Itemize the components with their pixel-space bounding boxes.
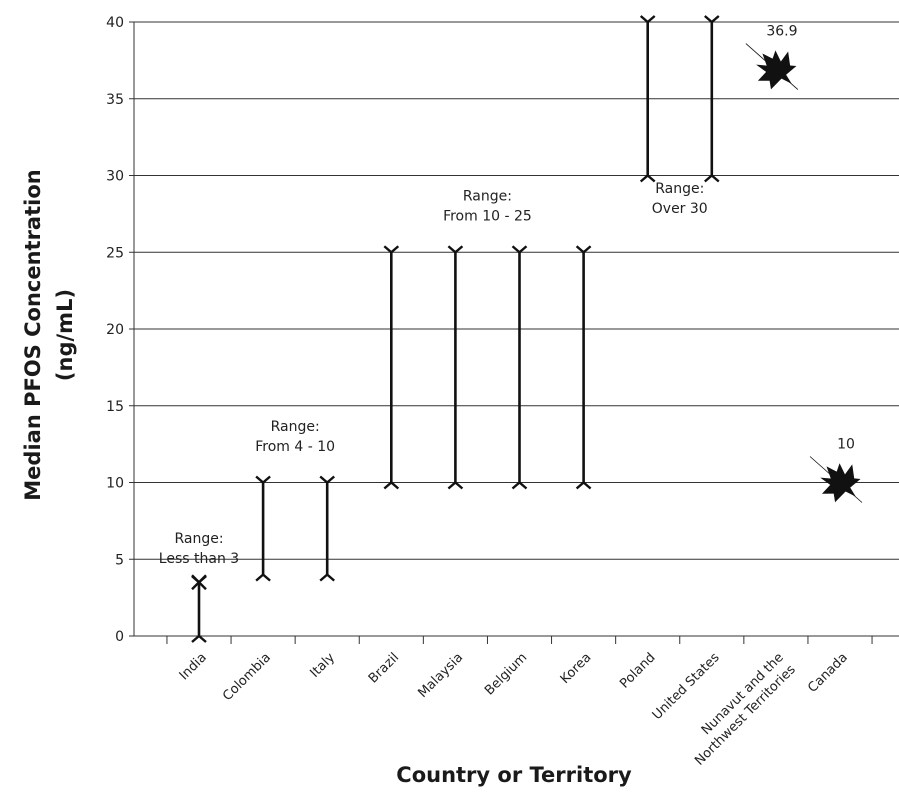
annotation-line: Over 30: [652, 201, 708, 217]
y-tick-label: 40: [106, 15, 124, 31]
india-cross-marker: [191, 574, 207, 591]
x-tick-label: India: [177, 650, 210, 683]
maple-leaf-marker: 36.9: [745, 24, 799, 90]
y-tick-label: 25: [106, 245, 124, 261]
y-tick-label: 5: [115, 552, 124, 568]
range-cap-high: [383, 245, 400, 254]
x-tick-label: United States: [650, 650, 723, 723]
range-bar: [511, 245, 528, 490]
axes: [129, 21, 899, 644]
range-bar: [447, 245, 464, 490]
x-tick-label: Belgium: [482, 650, 530, 698]
x-tick-label-group: Colombia: [220, 650, 274, 704]
annotation-line: Range:: [271, 419, 320, 435]
maple-leaf-icon: [756, 50, 797, 90]
y-tick-label: 30: [106, 169, 124, 185]
range-cap-low: [319, 573, 335, 582]
x-axis-title: Country or Territory: [396, 763, 632, 787]
range-cap-high: [704, 15, 720, 24]
y-tick-label: 15: [106, 399, 124, 415]
range-bar: [639, 15, 656, 183]
range-annotation: Range: From 10 - 25: [443, 189, 532, 225]
range-bar: [575, 245, 592, 490]
range-cap-low: [511, 480, 528, 490]
point-label: 36.9: [766, 24, 797, 40]
x-tick-label-group: Italy: [307, 650, 338, 681]
y-tick-label: 10: [106, 476, 124, 492]
range-bar: [255, 475, 271, 582]
range-bar: [383, 245, 400, 490]
range-cap-high: [447, 245, 464, 254]
x-tick-label: Northwest Territories: [692, 662, 799, 769]
range-cap-low: [639, 173, 656, 183]
x-tick-label-group: Poland: [617, 650, 658, 691]
x-tick-label: Italy: [307, 650, 338, 681]
range-cap-low: [575, 480, 592, 490]
point-label: 10: [837, 437, 855, 453]
range-cap-low: [255, 573, 271, 582]
x-tick-label-group: Canada: [805, 650, 851, 696]
range-cap-high: [511, 245, 528, 254]
annotation-line: Range:: [174, 531, 223, 547]
y-tick-label: 20: [106, 322, 124, 338]
x-tick-label-group: Brazil: [366, 650, 402, 686]
maple-leaf-icon: [820, 463, 861, 503]
maple-leaf-marker: 10: [809, 437, 863, 503]
x-tick-label: Poland: [617, 650, 658, 691]
x-tick-label: Colombia: [220, 650, 274, 704]
y-axis-title-line-1: Median PFOS Concentration: [21, 169, 45, 500]
annotation-line: From 4 - 10: [255, 439, 335, 455]
range-cap-low: [383, 480, 400, 490]
range-bar: [319, 475, 335, 582]
x-tick-labels: India Colombia Italy Brazil Malaysia Belgium K…: [177, 650, 851, 769]
range-bars: [191, 15, 720, 643]
annotation-line: Range:: [655, 181, 704, 197]
annotation-line: From 10 - 25: [443, 209, 532, 225]
x-tick-label-group: Malaysia: [415, 650, 466, 701]
gridlines: [134, 21, 899, 560]
x-tick-label-group: Belgium: [482, 650, 530, 698]
x-tick-label-group: India: [177, 650, 210, 683]
x-tick-label: Korea: [558, 650, 595, 687]
x-tick-label: Brazil: [366, 650, 402, 686]
range-annotation: Range: Over 30: [652, 181, 708, 217]
range-bar: [704, 15, 720, 183]
y-axis-title-group: Median PFOS Concentration (ng/mL): [21, 169, 77, 500]
y-axis-title-line-2: (ng/mL): [53, 289, 77, 381]
range-cap-low: [704, 173, 720, 183]
x-tick-label: Malaysia: [415, 650, 466, 701]
range-cap-high: [575, 245, 592, 254]
x-tick-label: Canada: [805, 650, 851, 696]
x-tick-label-group: United States: [650, 650, 723, 723]
y-tick-labels: 0 5 10 15 20 25 30 35 40: [106, 15, 124, 645]
range-cap-low: [447, 480, 464, 490]
annotation-line: Range:: [463, 189, 512, 205]
range-cap-high: [319, 475, 335, 485]
point-markers: 36.9 10: [745, 24, 863, 503]
range-cap-low: [191, 634, 207, 643]
range-cap-high: [639, 15, 656, 24]
range-cap-high: [255, 475, 271, 485]
y-tick-label: 0: [115, 629, 124, 645]
range-annotation: Range: Less than 3: [159, 531, 239, 567]
y-tick-label: 35: [106, 92, 124, 108]
x-tick-label-group: Korea: [558, 650, 595, 687]
range-annotation: Range: From 4 - 10: [255, 419, 335, 455]
annotation-line: Less than 3: [159, 551, 239, 567]
